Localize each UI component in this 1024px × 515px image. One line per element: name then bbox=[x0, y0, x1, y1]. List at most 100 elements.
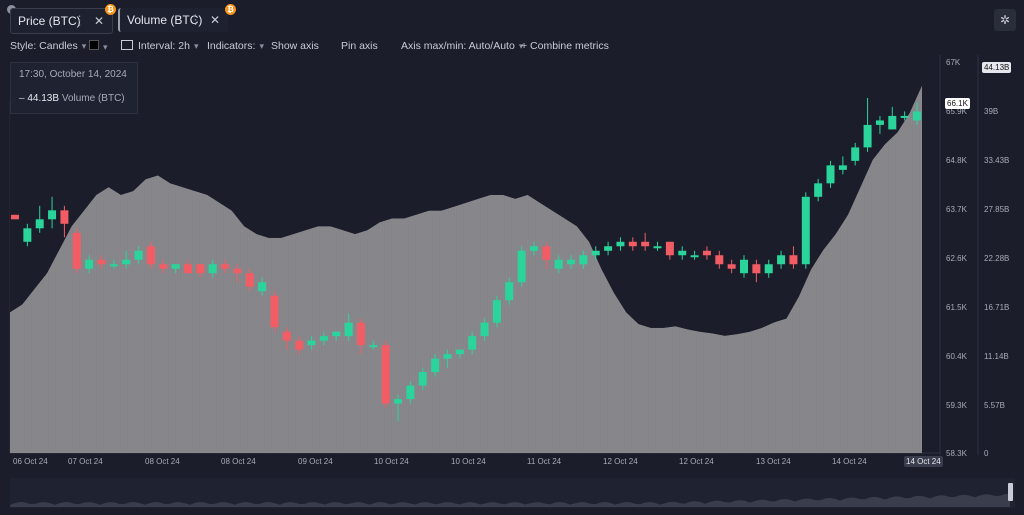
candle-body bbox=[764, 264, 773, 274]
candle-body bbox=[826, 165, 835, 184]
more-icon[interactable]: ⋮ bbox=[73, 13, 86, 28]
toolbar: Style: Candles ▾ ▾ Interval: 2h ▾ Indicato… bbox=[0, 38, 1024, 91]
axis-maxmin-label: Axis max/min: Auto/Auto bbox=[401, 40, 515, 52]
candle-body bbox=[332, 331, 341, 337]
candle-body bbox=[777, 255, 786, 265]
volume-axis-tick: 22.28B bbox=[984, 254, 1010, 263]
indicators-label: Indicators: bbox=[207, 40, 256, 52]
price-axis-tick: 65.9K bbox=[946, 107, 967, 116]
style-dropdown[interactable]: Style: Candles ▾ bbox=[10, 40, 86, 52]
candle-body bbox=[752, 264, 761, 274]
indicators-dropdown[interactable]: Indicators: ▾ bbox=[207, 40, 264, 52]
tab-price-label: Price (BTC) bbox=[18, 14, 81, 28]
candle-body bbox=[913, 111, 921, 121]
price-axis-tick: 61.5K bbox=[946, 303, 967, 312]
candle-body bbox=[11, 214, 19, 220]
x-axis-tick: 10 Oct 24 bbox=[374, 457, 409, 466]
volume-axis-tick: 27.85B bbox=[984, 205, 1010, 214]
x-axis-tick: 07 Oct 24 bbox=[68, 457, 103, 466]
candle-body bbox=[814, 183, 823, 197]
x-axis-tick: 06 Oct 24 bbox=[13, 457, 48, 466]
candle-body bbox=[492, 300, 501, 323]
bitcoin-icon: ₿ bbox=[105, 4, 116, 15]
candle-body bbox=[159, 264, 168, 269]
candle-body bbox=[875, 120, 884, 125]
candle-body bbox=[134, 250, 143, 260]
pin-axis-label: Pin axis bbox=[341, 40, 378, 52]
price-axis-tick: 58.3K bbox=[946, 449, 967, 458]
volume-axis-tick: 16.71B bbox=[984, 303, 1010, 312]
candle-body bbox=[381, 345, 390, 404]
candle-body bbox=[122, 259, 131, 265]
candle-body bbox=[641, 241, 650, 247]
candle-body bbox=[678, 250, 687, 256]
candle-body bbox=[653, 246, 662, 249]
candle-body bbox=[480, 322, 489, 337]
x-axis-tick: 13 Oct 24 bbox=[756, 457, 791, 466]
chevron-down-icon: ▾ bbox=[81, 41, 87, 51]
current-volume-badge: 44.13B bbox=[982, 62, 1012, 73]
candle-body bbox=[542, 246, 551, 260]
candle-body bbox=[851, 147, 860, 161]
tab-volume[interactable]: Volume (BTC) ⋮ ✕ bbox=[118, 8, 228, 32]
x-current-badge: 14 Oct 24 bbox=[904, 456, 943, 467]
price-axis-tick: 64.8K bbox=[946, 156, 967, 165]
chevron-down-icon: ▾ bbox=[193, 41, 199, 51]
axis-maxmin-dropdown[interactable]: Axis max/min: Auto/Auto ▾ bbox=[401, 40, 523, 52]
interval-dropdown[interactable]: Interval: 2h ▾ bbox=[121, 40, 198, 52]
candle-body bbox=[23, 228, 32, 242]
volume-axis-tick: 39B bbox=[984, 107, 999, 116]
bitcoin-icon: ₿ bbox=[225, 4, 236, 15]
candle-body bbox=[591, 250, 600, 256]
candle-body bbox=[517, 250, 526, 283]
navigator-handle bbox=[1008, 483, 1013, 501]
combine-metrics-button[interactable]: + Combine metrics bbox=[521, 40, 609, 52]
candle-body bbox=[183, 264, 192, 274]
x-axis-tick: 08 Oct 24 bbox=[145, 457, 180, 466]
x-axis-tick: 09 Oct 24 bbox=[298, 457, 333, 466]
candle-body bbox=[888, 115, 897, 130]
price-axis-tick: 62.6K bbox=[946, 254, 967, 263]
candle-body bbox=[97, 259, 106, 265]
candle-body bbox=[282, 331, 291, 341]
close-icon[interactable]: ✕ bbox=[93, 14, 104, 28]
candle-body bbox=[48, 210, 57, 220]
x-axis-tick: 14 Oct 24 bbox=[832, 457, 867, 466]
gear-icon[interactable]: ✲ bbox=[994, 9, 1016, 31]
hover-tooltip: 17:30, October 14, 2024 – 44.13B Volume … bbox=[10, 62, 138, 114]
tooltip-date: 17:30, October 14, 2024 bbox=[19, 69, 127, 80]
close-icon[interactable]: ✕ bbox=[209, 13, 220, 27]
candle-body bbox=[171, 264, 180, 269]
tooltip-series-label: Volume (BTC) bbox=[61, 93, 125, 104]
tab-price[interactable]: Price (BTC) ⋮ ✕ bbox=[10, 8, 113, 34]
candle-body bbox=[319, 336, 328, 341]
more-icon[interactable]: ⋮ bbox=[189, 12, 202, 27]
candle-body bbox=[702, 250, 711, 256]
x-axis-tick: 12 Oct 24 bbox=[679, 457, 714, 466]
volume-axis-tick: 0 bbox=[984, 449, 989, 458]
chevron-down-icon: ▾ bbox=[103, 42, 108, 52]
color-picker[interactable]: ▾ bbox=[89, 40, 108, 53]
candle-body bbox=[443, 354, 452, 359]
candle-body bbox=[567, 259, 576, 265]
candle-body bbox=[801, 196, 810, 265]
candle-body bbox=[270, 295, 279, 328]
candle-body bbox=[505, 282, 514, 301]
x-axis-tick: 11 Oct 24 bbox=[527, 457, 562, 466]
volume-axis-tick: 33.43B bbox=[984, 156, 1010, 165]
candle-body bbox=[838, 165, 847, 170]
candle-body bbox=[529, 246, 538, 251]
candle-body bbox=[208, 264, 217, 274]
candle-body bbox=[85, 259, 94, 269]
candle-body bbox=[665, 241, 674, 256]
tab-volume-label: Volume (BTC) bbox=[127, 13, 203, 27]
candle-body bbox=[196, 264, 205, 274]
show-axis-label: Show axis bbox=[271, 40, 319, 52]
chevron-down-icon: ▾ bbox=[259, 41, 264, 51]
candle-body bbox=[60, 210, 69, 224]
price-axis-tick: 60.4K bbox=[946, 352, 967, 361]
candle-body bbox=[307, 340, 316, 346]
candle-body bbox=[900, 115, 909, 118]
candle-body bbox=[394, 399, 403, 404]
